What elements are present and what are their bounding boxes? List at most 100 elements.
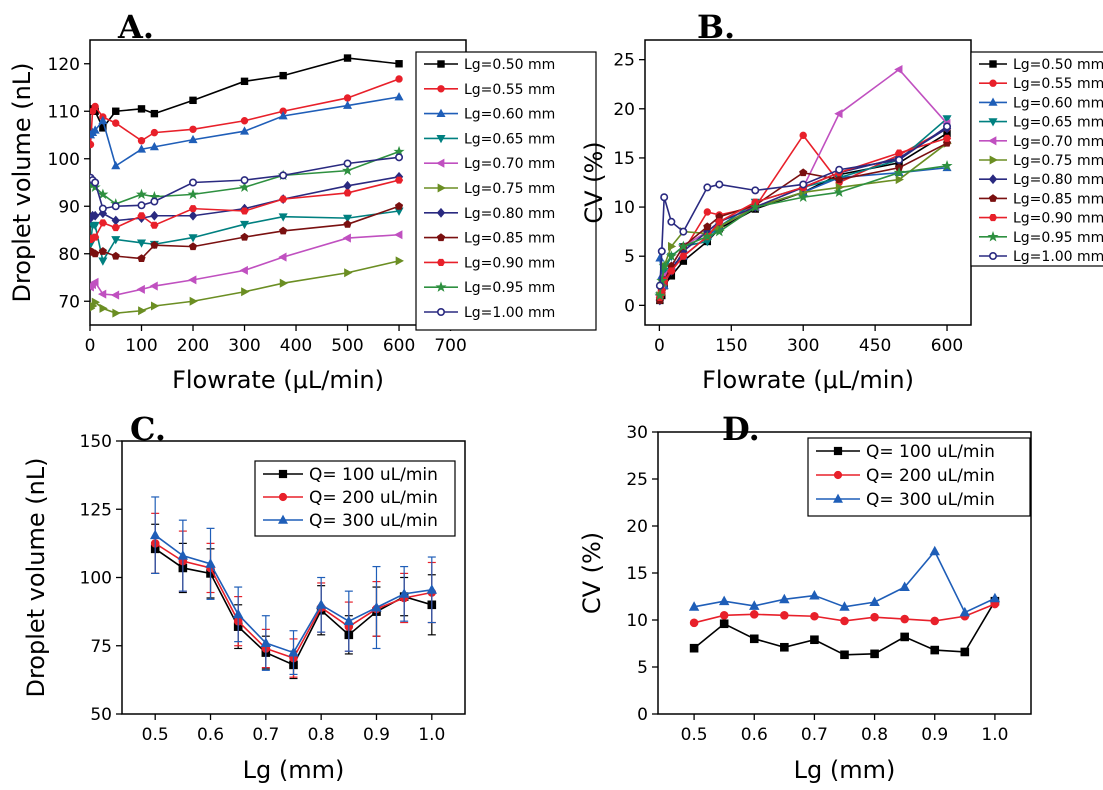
data-point xyxy=(150,210,159,221)
data-point xyxy=(869,596,880,607)
y-axis-title: Droplet volume (nL) xyxy=(22,457,50,697)
y-tick-label: 25 xyxy=(626,470,648,490)
legend-label: Lg=1.00 mm xyxy=(1013,249,1103,265)
data-point xyxy=(894,64,903,75)
legend-marker xyxy=(437,60,445,68)
data-point xyxy=(98,204,107,213)
data-point xyxy=(137,201,146,210)
legend-label: Lg=0.60 mm xyxy=(464,107,555,123)
y-tick-label: 150 xyxy=(80,432,112,452)
data-point xyxy=(689,618,699,628)
legend-marker xyxy=(988,174,998,185)
y-tick-label: 5 xyxy=(637,658,648,678)
chart-panel-4: D. 0.5 0.6 0.7 0.8 0.9 1.0 0 5 10 15 20 25 30 Lg (mm) C… xyxy=(578,410,1032,784)
data-point xyxy=(833,186,845,198)
data-point xyxy=(835,175,844,184)
legend-label: Lg=0.65 mm xyxy=(1013,115,1103,131)
data-point xyxy=(239,126,250,135)
x-tick-label: 0.6 xyxy=(197,725,224,745)
data-point xyxy=(150,197,159,206)
legend-label: Lg=0.95 mm xyxy=(1013,230,1103,246)
x-tick-label: 500 xyxy=(331,336,363,356)
series-9 xyxy=(655,134,952,302)
x-tick-label: 300 xyxy=(787,336,819,356)
data-point xyxy=(343,214,353,224)
x-tick-label: 0.9 xyxy=(921,725,948,745)
chart-panel-1: A.0 100 200 300 400 500 600 700708090100110120F… xyxy=(8,8,597,394)
legend: Q= 100 uL/min Q= 200 uL/min Q= 300 uL/min xyxy=(254,460,456,537)
data-point xyxy=(394,176,404,184)
data-point xyxy=(395,153,404,162)
x-axis-title: Lg (mm) xyxy=(794,756,896,784)
plot-area xyxy=(688,545,1001,660)
x-tick-label: 0.7 xyxy=(252,725,279,745)
y-tick-label: 80 xyxy=(58,245,80,265)
legend: Lg=0.50 mm Lg=0.55 mm Lg=0.60 mm Lg=0.65 mm… xyxy=(415,51,597,331)
series-11 xyxy=(655,122,952,290)
legend-marker xyxy=(988,136,997,146)
x-tick-label: 0 xyxy=(654,336,665,356)
y-axis-title: CV (%) xyxy=(578,532,606,614)
data-point xyxy=(188,205,198,213)
data-point xyxy=(667,241,677,251)
data-point xyxy=(870,649,879,659)
data-point xyxy=(315,599,327,609)
data-point xyxy=(780,642,789,652)
data-point xyxy=(138,306,147,316)
data-point xyxy=(98,247,107,255)
panel-letter: D. xyxy=(722,410,760,448)
series-9 xyxy=(90,176,404,244)
y-tick-label: 15 xyxy=(626,564,648,584)
data-point xyxy=(177,550,189,560)
plot-area xyxy=(654,64,953,306)
data-point xyxy=(189,125,197,134)
data-point xyxy=(942,115,952,124)
y-tick-label: 100 xyxy=(80,569,112,589)
y-tick-label: 10 xyxy=(613,198,635,218)
legend: Lg=0.50 mm Lg=0.55 mm Lg=0.60 mm Lg=0.65 mm… xyxy=(970,51,1103,267)
legend-marker xyxy=(988,194,998,202)
data-point xyxy=(799,131,807,140)
data-point xyxy=(718,595,730,606)
data-point xyxy=(870,612,879,622)
legend-marker xyxy=(988,118,998,127)
data-point xyxy=(689,643,699,653)
series-3 xyxy=(90,92,404,170)
legend-label: Lg=0.75 mm xyxy=(1013,153,1103,169)
data-point xyxy=(835,165,844,174)
data-point xyxy=(238,181,251,192)
x-tick-label: 0.8 xyxy=(308,725,335,745)
data-point xyxy=(240,232,249,241)
legend-label: Q= 200 uL/min xyxy=(309,488,438,508)
data-point xyxy=(780,611,789,620)
data-point xyxy=(90,181,101,192)
legend-label: Lg=1.00 mm xyxy=(464,305,555,321)
legend-marker xyxy=(833,446,843,456)
series-line xyxy=(659,125,948,286)
data-point xyxy=(91,178,100,187)
data-point xyxy=(667,217,676,226)
legend-label: Lg=0.50 mm xyxy=(1013,57,1103,73)
data-point xyxy=(150,221,159,229)
data-point xyxy=(137,137,146,145)
y-tick-label: 120 xyxy=(48,55,80,75)
legend-label: Q= 200 uL/min xyxy=(866,466,995,486)
data-point xyxy=(188,234,198,243)
legend-label: Lg=0.95 mm xyxy=(464,280,555,296)
data-point xyxy=(703,208,712,216)
y-tick-label: 15 xyxy=(613,149,635,169)
data-point xyxy=(941,159,953,171)
data-point xyxy=(655,253,665,262)
data-point xyxy=(111,224,120,232)
data-point xyxy=(749,600,760,610)
data-point xyxy=(894,149,904,157)
legend-marker xyxy=(988,97,998,106)
data-point xyxy=(90,210,100,221)
data-point xyxy=(279,278,289,288)
data-point xyxy=(797,191,809,202)
data-point xyxy=(111,202,120,211)
series-3 xyxy=(149,496,438,676)
data-point xyxy=(703,222,712,231)
data-point xyxy=(279,71,287,80)
series-2 xyxy=(656,124,951,305)
